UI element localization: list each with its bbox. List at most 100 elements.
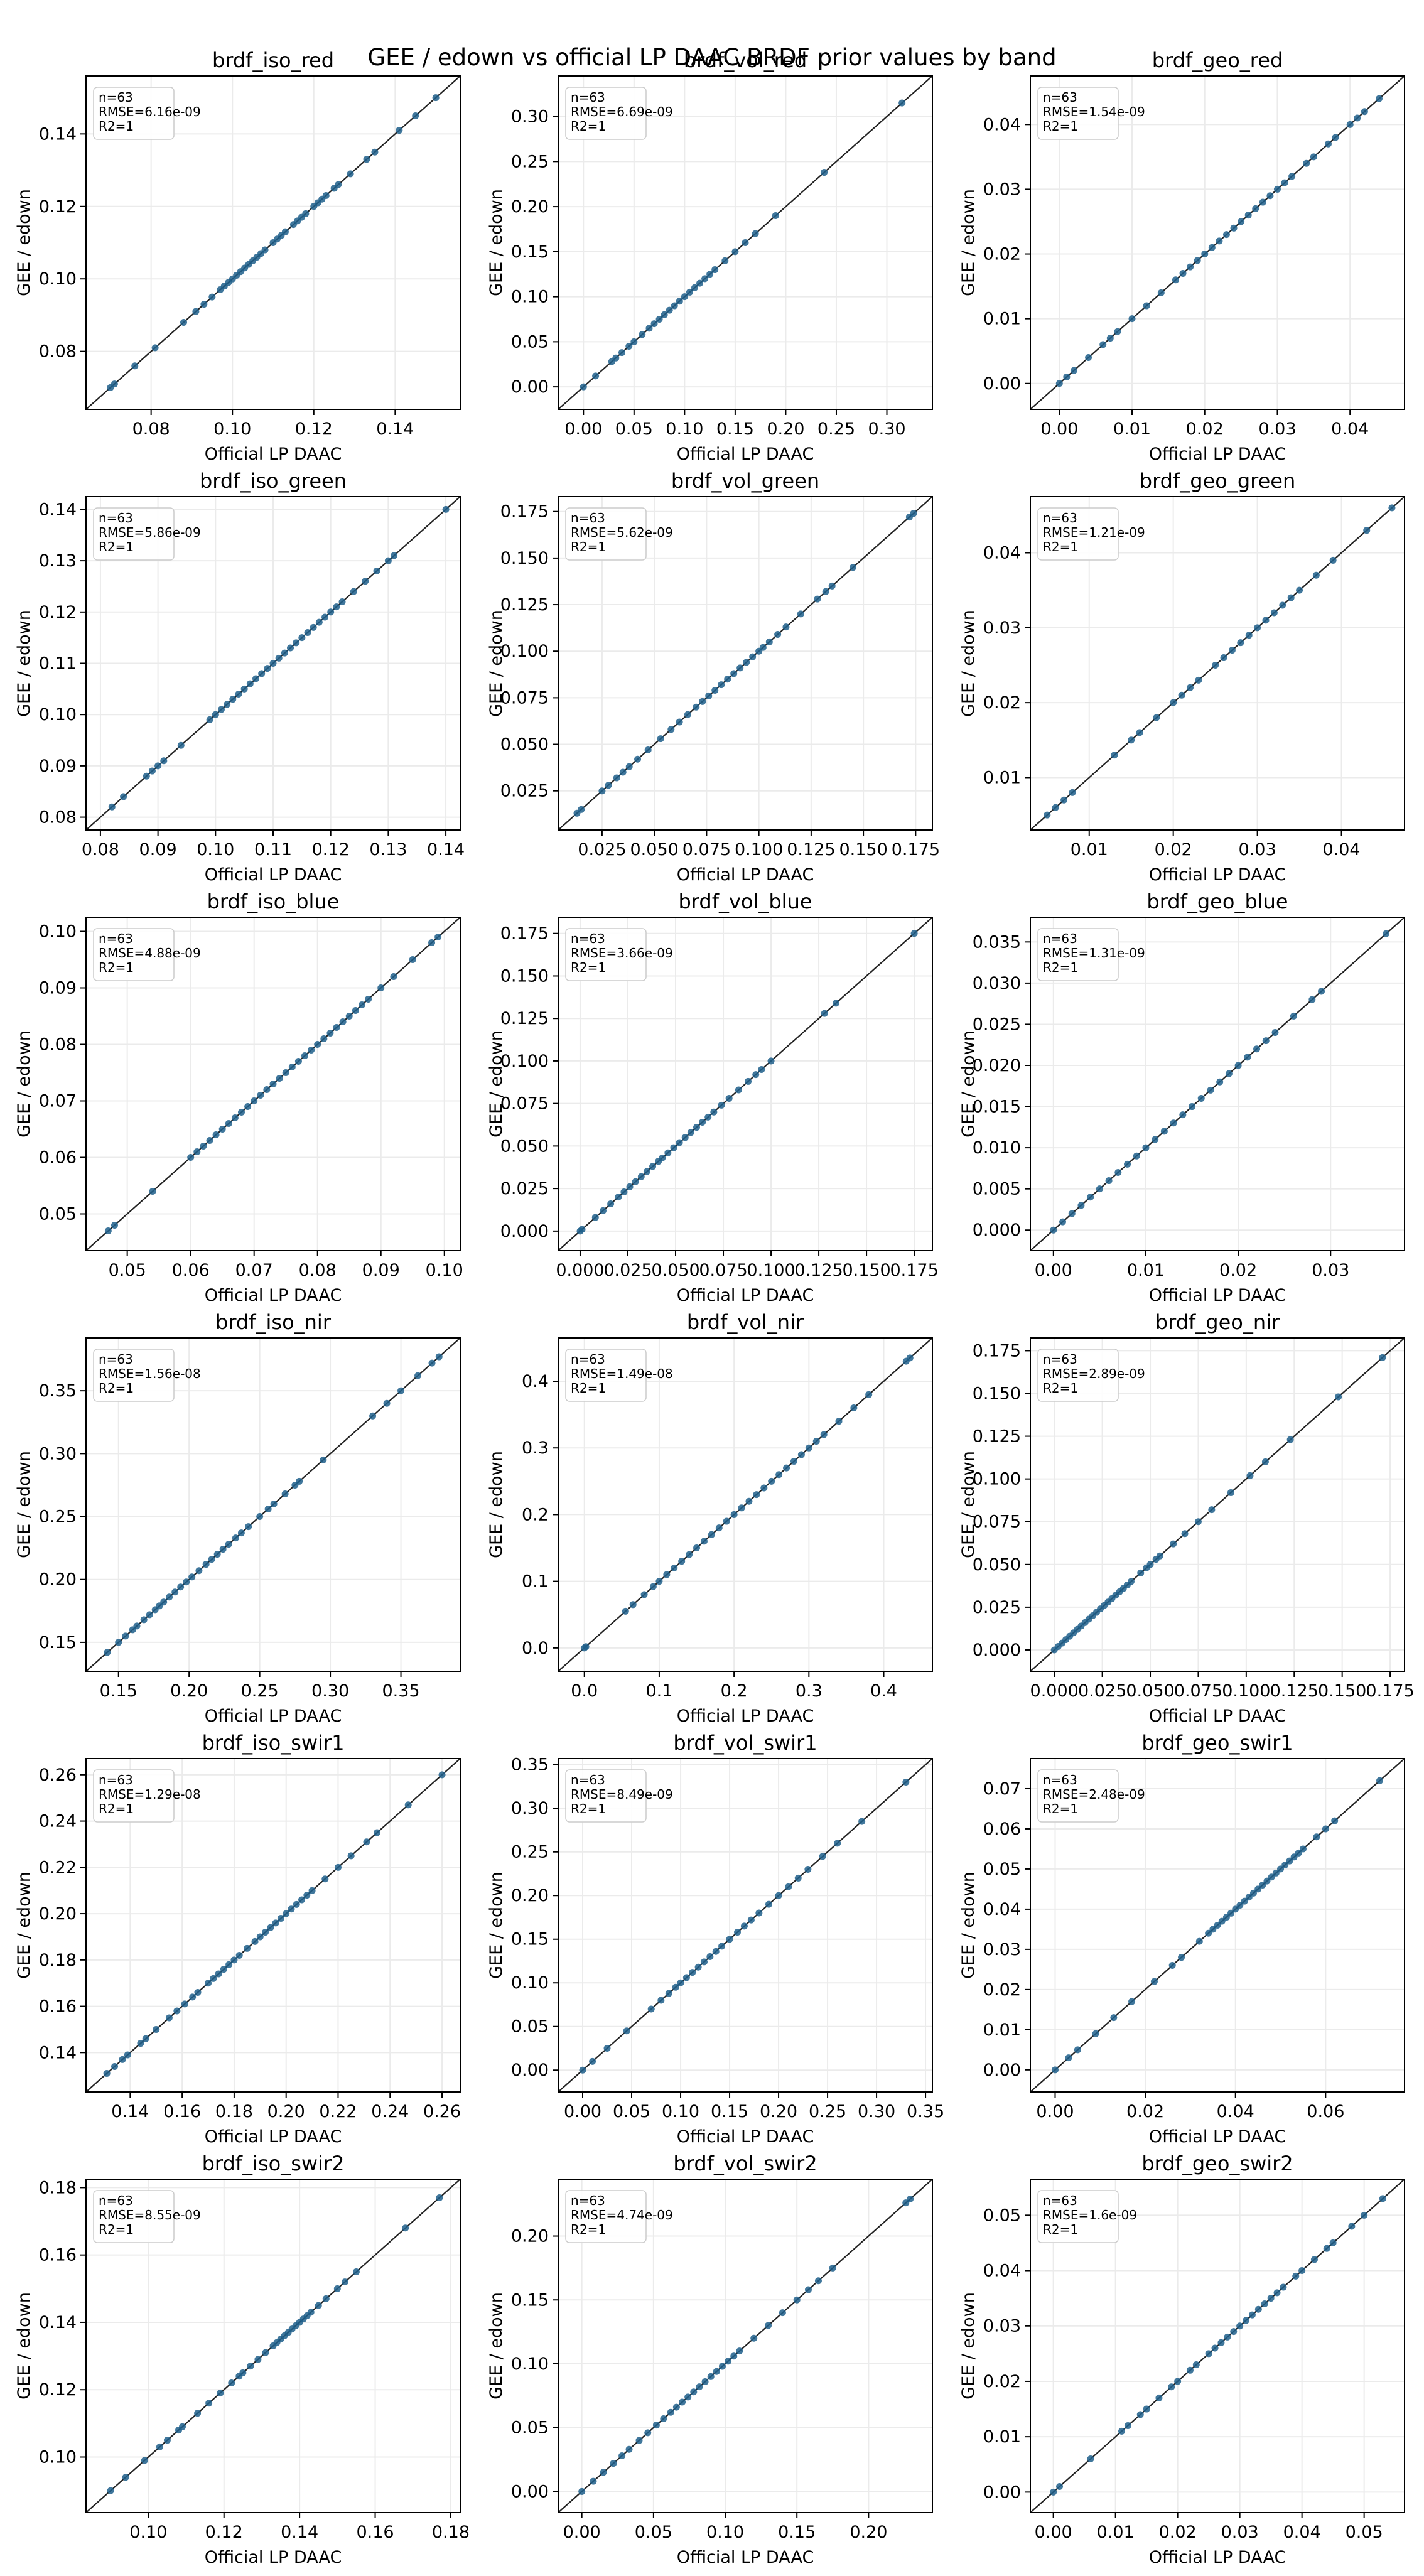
- data-point: [341, 2278, 348, 2286]
- stats-line: RMSE=2.48e-09: [1043, 1787, 1145, 1802]
- data-point: [620, 1188, 628, 1196]
- data-point: [1105, 1177, 1113, 1185]
- stats-line: n=63: [99, 90, 133, 105]
- data-point: [1124, 1160, 1131, 1168]
- data-point: [629, 1601, 637, 1609]
- data-point: [666, 306, 673, 314]
- y-tick-label: 0.3: [522, 1438, 549, 1458]
- data-point: [1178, 1954, 1185, 1961]
- stats-line: R2=1: [1043, 539, 1078, 554]
- data-point: [735, 1086, 742, 1094]
- data-point: [1208, 244, 1216, 251]
- subplot-title: brdf_geo_red: [1152, 48, 1283, 72]
- x-tick-label: 0.20: [267, 2102, 305, 2121]
- stats-line: R2=1: [571, 1801, 606, 1816]
- data-point: [1128, 1998, 1136, 2005]
- y-tick-label: 0.035: [973, 932, 1021, 952]
- y-tick-label: 0.025: [973, 1015, 1021, 1034]
- data-point: [1236, 2322, 1244, 2330]
- y-tick-label: 0.025: [973, 1598, 1021, 1617]
- data-point: [1192, 2361, 1200, 2368]
- data-point: [257, 1092, 264, 1099]
- stats-line: RMSE=6.69e-09: [571, 104, 673, 119]
- data-point: [160, 757, 168, 765]
- data-point: [814, 595, 821, 603]
- y-tick-label: 0.04: [983, 1900, 1021, 1919]
- data-point: [374, 1829, 381, 1836]
- x-tick-label: 0.14: [376, 419, 414, 439]
- data-point: [240, 685, 248, 693]
- data-point: [1074, 2046, 1081, 2054]
- data-point: [1270, 609, 1278, 617]
- data-point: [711, 266, 719, 274]
- y-tick-label: 0.02: [983, 693, 1021, 713]
- data-point: [1217, 2339, 1225, 2346]
- data-point: [1279, 601, 1286, 609]
- data-point: [644, 2429, 652, 2437]
- data-point: [1216, 1078, 1224, 1086]
- y-tick-label: 0.05: [983, 1860, 1021, 1879]
- subplot-brdf_geo_green: 0.01 0.02 0.03 0.04 0.01 0.02 0.03 0.04 brdf_geo…: [959, 469, 1405, 885]
- data-point: [1266, 192, 1274, 200]
- x-axis-label: Official LP DAAC: [205, 1706, 342, 1726]
- data-point: [358, 1001, 365, 1008]
- data-point: [160, 1598, 168, 1606]
- y-tick-label: 0.08: [39, 808, 77, 827]
- axes-frame: [1030, 1758, 1405, 2093]
- data-point: [288, 1905, 295, 1913]
- data-point: [1205, 1929, 1212, 1937]
- subplot-brdf_iso_green: 0.08 0.09 0.10 0.11 0.12 0.13 0.14 0.08 0.09 0.10…: [14, 469, 465, 885]
- x-tick-label: 0.35: [382, 1681, 419, 1701]
- data-point: [765, 1900, 772, 1908]
- y-tick-label: 0.100: [500, 1052, 549, 1071]
- data-point: [228, 2379, 235, 2386]
- data-point: [230, 1956, 238, 1964]
- subplot-title: brdf_geo_swir2: [1141, 2152, 1293, 2175]
- data-point: [1244, 212, 1252, 219]
- data-point: [115, 1639, 122, 1646]
- y-tick-label: 0.01: [983, 768, 1021, 787]
- data-point: [718, 1943, 726, 1950]
- data-point: [1168, 2383, 1175, 2391]
- data-point: [390, 973, 397, 980]
- data-point: [287, 644, 294, 652]
- data-point: [1249, 1889, 1257, 1897]
- data-point: [1142, 1144, 1150, 1151]
- y-tick-label: 0.100: [500, 642, 549, 661]
- data-point: [821, 169, 828, 176]
- data-point: [1280, 2283, 1287, 2291]
- data-point: [189, 1993, 197, 2001]
- data-point: [235, 1951, 243, 1959]
- y-tick-label: 0.01: [983, 2427, 1021, 2447]
- y-tick-label: 0.050: [973, 1555, 1021, 1575]
- x-tick-label: 0.20: [767, 419, 804, 439]
- data-point: [235, 691, 242, 698]
- data-point: [667, 2408, 674, 2416]
- data-point: [414, 1372, 422, 1379]
- y-tick-label: 0.100: [973, 1470, 1021, 1489]
- x-axis-label: Official LP DAAC: [1149, 1286, 1286, 1305]
- y-tick-label: 0.125: [500, 1009, 549, 1028]
- data-point: [314, 1041, 321, 1048]
- data-point: [635, 2437, 643, 2444]
- data-point: [1050, 1226, 1057, 1234]
- data-point: [187, 1154, 195, 1161]
- y-tick-label: 0.15: [511, 242, 549, 262]
- data-point: [333, 603, 340, 611]
- stats-line: RMSE=1.29e-08: [99, 1787, 201, 1802]
- data-point: [334, 1863, 342, 1871]
- data-point: [1363, 527, 1371, 534]
- data-point: [652, 2422, 660, 2429]
- x-axis-label: Official LP DAAC: [677, 865, 814, 885]
- x-tick-label: 0.125: [794, 1261, 843, 1280]
- data-point: [693, 1124, 700, 1131]
- data-point: [200, 1143, 207, 1150]
- data-point: [179, 2423, 186, 2430]
- data-point: [396, 127, 403, 134]
- y-tick-label: 0.08: [39, 342, 77, 362]
- data-point: [671, 302, 678, 310]
- data-point: [1312, 571, 1320, 579]
- data-point: [151, 344, 159, 352]
- subplot-brdf_vol_nir: 0.0 0.1 0.2 0.3 0.4 0.0 0.1 0.2 0.3 0.4 brdf_vol_n…: [487, 1310, 933, 1726]
- data-point: [402, 2224, 409, 2232]
